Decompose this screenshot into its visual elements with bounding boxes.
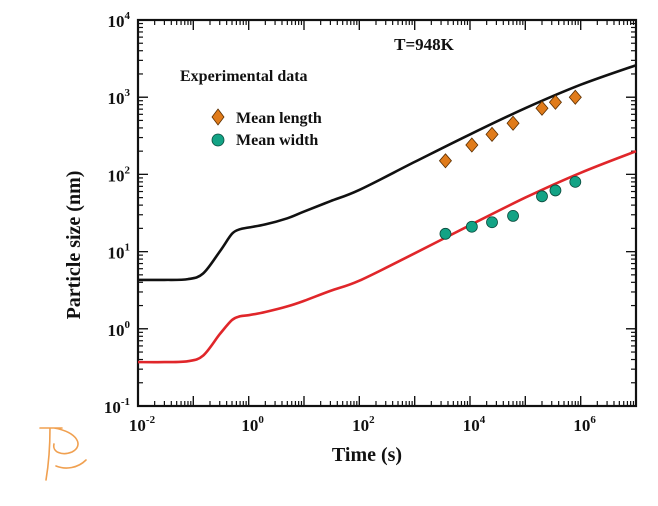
legend-title: Experimental data <box>180 68 308 85</box>
legend-item-mean-length: Mean length <box>211 108 322 127</box>
axes <box>136 18 638 408</box>
mean-length-point <box>485 126 499 142</box>
legend-item-mean-width: Mean width <box>211 132 318 149</box>
legend-circle-marker <box>211 133 225 147</box>
x-axis-label: Time (s) <box>332 444 402 466</box>
logo-mark <box>39 427 87 481</box>
x-tick-label: 100 <box>241 414 264 435</box>
length-fit-line <box>137 63 637 282</box>
y-tick-label: 100 <box>108 319 131 340</box>
mean-length-point <box>568 89 582 105</box>
plot-frame <box>136 18 638 408</box>
mean-length-point <box>535 100 549 116</box>
mean-length-point <box>548 94 562 110</box>
legend-diamond-marker <box>211 108 225 126</box>
mean-width-point <box>569 175 582 188</box>
fit-lines <box>137 63 637 364</box>
legend: Experimental data Mean length Mean width <box>180 68 322 149</box>
mean-length-point <box>506 115 520 131</box>
mean-width-point <box>549 184 562 197</box>
x-tick-label: 106 <box>573 414 596 435</box>
x-tick-label: 104 <box>463 414 486 435</box>
y-axis-label: Particle size (nm) <box>63 171 85 320</box>
legend-label-mean-length: Mean length <box>236 110 322 127</box>
temperature-annotation: T=948K <box>394 35 455 54</box>
x-tick-label: 102 <box>352 414 375 435</box>
width-fit-line <box>137 149 637 364</box>
ticks: 10-1 100 101 102 103 104 10-2 100 102 104 106 <box>104 10 637 435</box>
mean-width-point <box>465 220 478 233</box>
legend-label-mean-width: Mean width <box>236 132 318 149</box>
mean-width-point <box>536 190 548 203</box>
y-tick-label: 104 <box>108 10 131 31</box>
y-tick-label: 102 <box>108 164 131 185</box>
y-tick-label: 10-1 <box>104 396 130 417</box>
mean-width-point <box>486 216 498 229</box>
mean-length-point <box>438 153 452 169</box>
x-tick-label: 10-2 <box>129 414 156 435</box>
mean-length-point <box>465 137 479 153</box>
logo-stroke <box>39 427 87 481</box>
mean-width-point <box>439 227 452 240</box>
data-points <box>438 89 582 240</box>
y-tick-label: 103 <box>108 87 131 108</box>
y-tick-label: 101 <box>108 242 131 263</box>
mean-width-point <box>507 210 519 222</box>
